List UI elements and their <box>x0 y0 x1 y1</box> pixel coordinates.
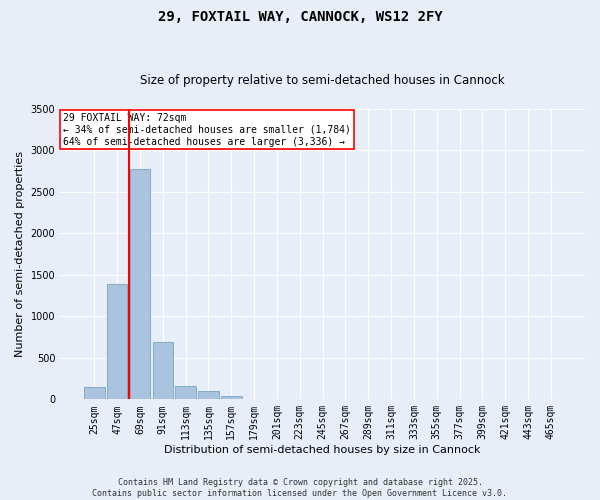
Text: Contains HM Land Registry data © Crown copyright and database right 2025.
Contai: Contains HM Land Registry data © Crown c… <box>92 478 508 498</box>
Bar <box>107 284 127 400</box>
Bar <box>198 392 219 400</box>
Bar <box>84 387 104 400</box>
Bar <box>175 386 196 400</box>
Bar <box>152 342 173 400</box>
Bar <box>130 168 150 400</box>
Text: 29, FOXTAIL WAY, CANNOCK, WS12 2FY: 29, FOXTAIL WAY, CANNOCK, WS12 2FY <box>158 10 442 24</box>
Bar <box>221 396 242 400</box>
Y-axis label: Number of semi-detached properties: Number of semi-detached properties <box>15 151 25 357</box>
Title: Size of property relative to semi-detached houses in Cannock: Size of property relative to semi-detach… <box>140 74 505 87</box>
Text: 29 FOXTAIL WAY: 72sqm
← 34% of semi-detached houses are smaller (1,784)
64% of s: 29 FOXTAIL WAY: 72sqm ← 34% of semi-deta… <box>63 114 350 146</box>
X-axis label: Distribution of semi-detached houses by size in Cannock: Distribution of semi-detached houses by … <box>164 445 481 455</box>
